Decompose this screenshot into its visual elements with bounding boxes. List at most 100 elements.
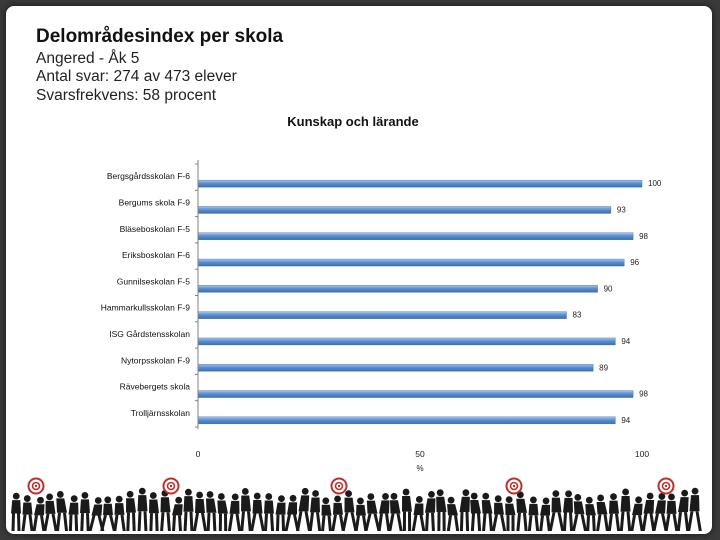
person-silhouette-icon [630,496,644,531]
person-silhouette-icon [206,491,217,531]
page-title: Delområdesindex per skola [36,26,284,47]
x-tick-label: 0 [196,449,201,459]
person-silhouette-icon [664,493,679,531]
person-silhouette-icon [172,496,183,531]
person-silhouette-icon [21,495,34,531]
value-label: 96 [630,258,639,267]
value-label: 83 [573,311,582,320]
person-silhouette-icon [436,489,447,531]
person-silhouette-icon [585,496,596,531]
person-silhouette-icon [596,494,609,531]
person-silhouette-icon [11,492,21,531]
person-silhouette-icon [240,488,252,531]
person-silhouette-icon [192,491,208,531]
target-icon [162,477,180,495]
category-label: Nytorpsskolan F-9 [121,355,190,365]
person-silhouette-icon [250,492,265,531]
person-silhouette-icon [217,493,228,531]
grade-line: Angered - Åk 5 [36,50,140,67]
person-silhouette-icon [619,488,632,531]
person-silhouette-icon [527,496,540,531]
bar [197,206,612,214]
person-silhouette-icon [113,495,126,531]
person-silhouette-icon [137,487,148,531]
bar [197,390,634,398]
category-label: Bergums skola F-9 [119,197,191,207]
target-icon [505,477,523,495]
person-silhouette-icon [275,495,286,531]
person-silhouette-icon [126,490,136,531]
person-silhouette-icon [676,489,690,531]
target-icon [330,477,348,495]
category-label: Trolljärnsskolan [131,408,190,418]
person-silhouette-icon [68,495,79,531]
person-silhouette-icon [425,490,436,531]
person-silhouette-icon [263,493,275,531]
value-label: 94 [621,416,630,425]
person-silhouette-icon [571,494,588,531]
chart-title: Kunskap och lärande [287,114,418,129]
bar [197,364,594,372]
person-silhouette-icon [364,493,381,531]
person-silhouette-icon [652,493,668,531]
bar [197,232,634,240]
person-silhouette-icon [470,492,482,531]
person-silhouette-icon [446,496,460,531]
person-silhouette-icon [459,489,470,531]
footer-silhouette-banner [11,477,702,531]
value-label: 90 [604,284,613,293]
x-tick-label: 50 [415,449,425,459]
target-icon [27,477,45,495]
person-silhouette-icon [388,492,403,531]
responses-line: Antal svar: 274 av 473 elever [36,68,237,85]
slide: Delområdesindex per skola Angered - Åk 5… [6,6,712,534]
person-silhouette-icon [411,496,426,531]
person-silhouette-icon [516,491,528,531]
target-icon [657,477,675,495]
category-label: Gunnilseskolan F-5 [117,276,191,286]
person-silhouette-icon [56,491,68,531]
person-silhouette-icon [491,495,507,531]
person-silhouette-icon [341,490,358,531]
person-silhouette-icon [43,493,58,531]
value-label: 98 [639,232,648,241]
person-silhouette-icon [32,496,46,531]
person-silhouette-icon [160,489,171,531]
x-tick-label: 100 [635,449,649,459]
bar-chart: Kunskap och lärande Bergsgårdsskolan F-6… [101,114,662,471]
category-label: Bergsgårdsskolan F-6 [107,171,190,181]
person-silhouette-icon [296,487,311,531]
value-label: 98 [639,390,648,399]
person-silhouette-icon [548,490,565,531]
bar [197,258,625,267]
person-silhouette-icon [354,497,368,531]
bar [197,311,567,319]
x-axis-label: % [416,464,423,471]
category-label: Rävebergets skola [120,382,191,392]
person-silhouette-icon [227,493,242,531]
bar [197,416,616,425]
bar [197,337,616,346]
person-silhouette-icon [481,492,493,531]
person-silhouette-icon [687,487,702,531]
person-silhouette-icon [402,488,412,531]
response-rate-line: Svarsfrekvens: 58 procent [36,87,217,104]
person-silhouette-icon [321,497,332,531]
category-label: Eriksboskolan F-6 [122,250,190,260]
category-label: Bläsebоskolan F-5 [120,224,191,234]
bar [197,179,643,188]
person-silhouette-icon [562,490,574,531]
value-label: 94 [621,337,630,346]
person-silhouette-icon [183,488,194,531]
person-silhouette-icon [607,493,621,531]
value-label: 100 [648,179,662,188]
person-silhouette-icon [539,497,551,531]
person-silhouette-icon [505,496,516,531]
person-silhouette-icon [149,492,159,531]
category-label: ISG Gårdstensskolan [109,329,190,339]
person-silhouette-icon [284,494,300,531]
person-silhouette-icon [100,496,116,531]
person-silhouette-icon [80,491,90,531]
value-label: 89 [599,363,608,372]
value-label: 93 [617,205,626,214]
